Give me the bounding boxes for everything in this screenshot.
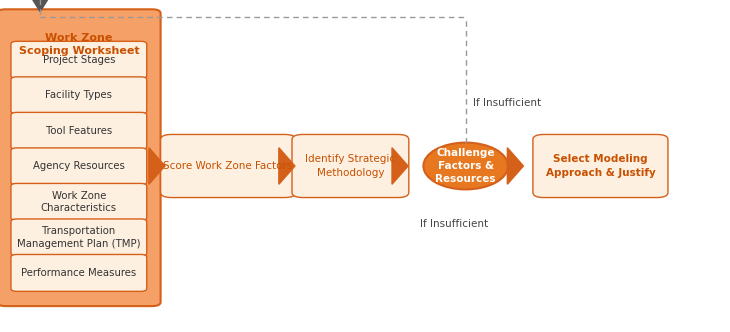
Polygon shape xyxy=(392,148,408,184)
FancyBboxPatch shape xyxy=(11,255,147,291)
FancyBboxPatch shape xyxy=(11,183,147,220)
Polygon shape xyxy=(149,148,165,184)
Text: Select Modeling
Approach & Justify: Select Modeling Approach & Justify xyxy=(545,154,656,178)
FancyBboxPatch shape xyxy=(0,9,161,306)
Ellipse shape xyxy=(423,143,508,189)
Text: Transportation
Management Plan (TMP): Transportation Management Plan (TMP) xyxy=(17,226,141,249)
FancyBboxPatch shape xyxy=(11,112,147,149)
FancyBboxPatch shape xyxy=(11,41,147,78)
Polygon shape xyxy=(507,148,523,184)
FancyBboxPatch shape xyxy=(533,134,668,198)
Text: If Insufficient: If Insufficient xyxy=(473,98,541,108)
Text: Work Zone
Scoping Worksheet: Work Zone Scoping Worksheet xyxy=(18,33,139,56)
Text: Score Work Zone Factors: Score Work Zone Factors xyxy=(164,161,293,171)
Polygon shape xyxy=(33,0,47,12)
Text: Performance Measures: Performance Measures xyxy=(21,268,137,278)
Text: If Insufficient: If Insufficient xyxy=(420,219,488,229)
Text: Facility Types: Facility Types xyxy=(45,90,112,100)
Text: Challenge
Factors &
Resources: Challenge Factors & Resources xyxy=(436,148,496,184)
Text: Identify Strategic
Methodology: Identify Strategic Methodology xyxy=(305,154,396,178)
FancyBboxPatch shape xyxy=(11,148,147,185)
Text: Project Stages: Project Stages xyxy=(42,55,115,65)
FancyBboxPatch shape xyxy=(161,134,296,198)
Polygon shape xyxy=(279,148,295,184)
Text: Work Zone
Characteristics: Work Zone Characteristics xyxy=(41,191,117,213)
Text: Tool Features: Tool Features xyxy=(46,126,112,136)
Text: Agency Resources: Agency Resources xyxy=(33,161,125,171)
FancyBboxPatch shape xyxy=(11,219,147,256)
FancyBboxPatch shape xyxy=(292,134,409,198)
FancyBboxPatch shape xyxy=(11,77,147,114)
